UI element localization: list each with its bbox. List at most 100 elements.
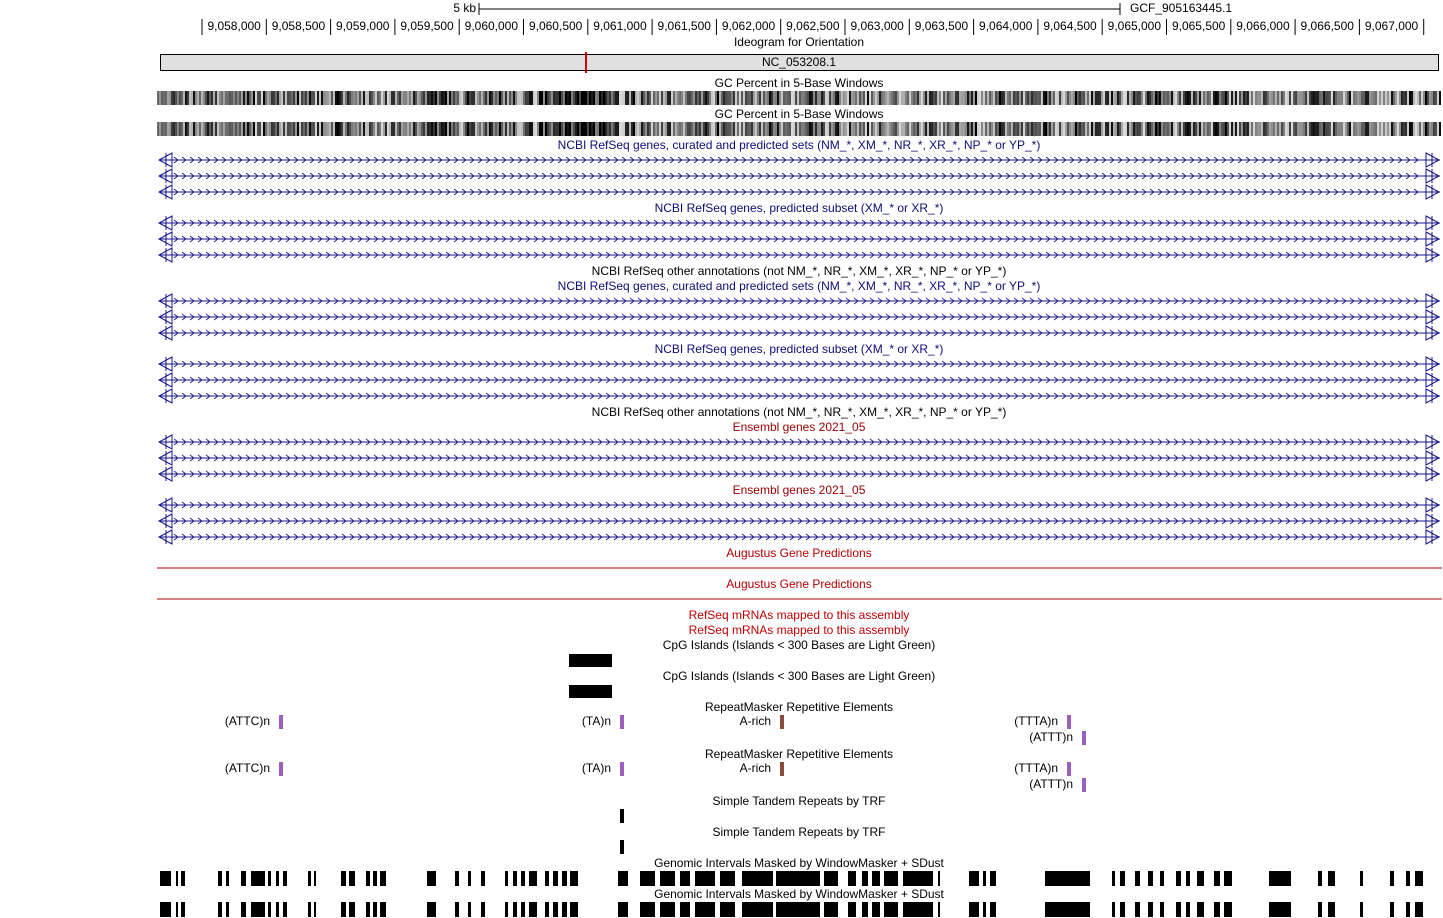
gc-bar xyxy=(1185,122,1187,136)
gc-bar xyxy=(361,122,363,136)
gc-bar xyxy=(1251,122,1253,136)
gc-bar xyxy=(191,122,193,136)
gc-bar xyxy=(281,91,283,105)
gc-bar xyxy=(1135,122,1137,136)
gc-bar xyxy=(919,91,921,105)
gc-bar xyxy=(763,122,765,136)
gc-bar xyxy=(503,122,505,136)
gc-bar xyxy=(1151,122,1153,136)
masked-interval xyxy=(742,871,773,886)
masked-interval xyxy=(1390,871,1394,886)
masked-interval xyxy=(938,902,940,917)
gc-bar xyxy=(889,122,891,136)
gc-bar xyxy=(537,91,539,105)
gc-bar xyxy=(1143,91,1145,105)
gc-bar xyxy=(1033,91,1035,105)
gc-bar xyxy=(883,91,885,105)
gc-bar xyxy=(1025,122,1027,136)
gc-bar xyxy=(993,122,995,136)
gc-bar xyxy=(1133,91,1135,105)
gc-bar xyxy=(875,122,877,136)
gc-bar xyxy=(1407,122,1409,136)
gc-bar xyxy=(1195,91,1197,105)
gc-bar xyxy=(923,91,925,105)
gc-bar xyxy=(603,122,605,136)
gc-bar xyxy=(931,122,933,136)
gc-bar xyxy=(477,122,479,136)
gc-bar xyxy=(1261,91,1263,105)
gc-bar xyxy=(1085,122,1087,136)
gc-bar xyxy=(555,122,557,136)
gc-bar xyxy=(471,122,473,136)
gc-bar xyxy=(265,122,267,136)
gc-bar xyxy=(1179,91,1181,105)
gc-bar xyxy=(735,91,737,105)
gc-bar xyxy=(1031,122,1033,136)
gc-bar xyxy=(1057,122,1059,136)
gc-bar xyxy=(997,91,999,105)
gc-bar xyxy=(959,91,961,105)
gc-bar xyxy=(1415,91,1417,105)
gc-bar xyxy=(709,122,711,136)
gc-bar xyxy=(1153,91,1155,105)
gc-bar xyxy=(479,91,481,105)
gc-bar xyxy=(605,91,607,105)
gc-bar xyxy=(273,122,275,136)
gc-bar xyxy=(223,122,225,136)
gc-bar xyxy=(985,91,987,105)
gc-bar xyxy=(1425,91,1427,105)
gc-bar xyxy=(803,91,805,105)
masked-interval xyxy=(1224,871,1232,886)
gc-bar xyxy=(965,91,967,105)
gc-bar xyxy=(721,91,723,105)
gc-bar xyxy=(1291,122,1293,136)
gc-bar xyxy=(499,122,501,136)
gene-end xyxy=(157,247,173,263)
gc-bar xyxy=(929,91,931,105)
gene-end xyxy=(1425,309,1441,325)
masked-interval xyxy=(1112,871,1115,886)
gc-bar xyxy=(1325,122,1327,136)
masked-interval xyxy=(1160,871,1164,886)
gc-bar xyxy=(215,122,217,136)
gc-bar xyxy=(503,91,505,105)
gc-bar xyxy=(1389,122,1391,136)
gc-bar xyxy=(229,91,231,105)
gc-bar xyxy=(1161,91,1163,105)
gc-bar xyxy=(1109,122,1111,136)
gc-bar xyxy=(1333,122,1335,136)
gc-bar xyxy=(1011,122,1013,136)
gc-bar xyxy=(1191,122,1193,136)
gc-bar xyxy=(587,122,589,136)
gc-bar xyxy=(1119,91,1121,105)
gc-bar xyxy=(833,91,835,105)
gc-bar xyxy=(245,122,247,136)
gc-bar xyxy=(339,122,341,136)
gc-bar xyxy=(1053,91,1055,105)
gc-bar xyxy=(247,122,249,136)
gc-bar xyxy=(987,91,989,105)
gc-bar xyxy=(499,91,501,105)
gc-bar xyxy=(1347,122,1349,136)
gc-bar xyxy=(1225,122,1227,136)
gc-bar xyxy=(1419,91,1421,105)
gc-bar xyxy=(445,122,447,136)
gc-bar xyxy=(1341,91,1343,105)
gc-bar xyxy=(1017,91,1019,105)
gc-bar xyxy=(1359,91,1361,105)
gc-bar xyxy=(1145,122,1147,136)
gc-bar xyxy=(793,91,795,105)
gc-bar xyxy=(879,91,881,105)
gc-bar xyxy=(1111,122,1113,136)
gc-bar xyxy=(1055,122,1057,136)
gc-bar xyxy=(1253,91,1255,105)
gc-bar xyxy=(1037,91,1039,105)
gc-bar xyxy=(417,122,419,136)
gc-bar xyxy=(629,122,631,136)
gc-bar xyxy=(1397,122,1399,136)
gc-bar xyxy=(1315,91,1317,105)
gc-bar xyxy=(1177,122,1179,136)
masked-interval xyxy=(241,902,246,917)
gc-bar xyxy=(723,91,725,105)
track-title: RefSeq mRNAs mapped to this assembly xyxy=(689,608,910,622)
